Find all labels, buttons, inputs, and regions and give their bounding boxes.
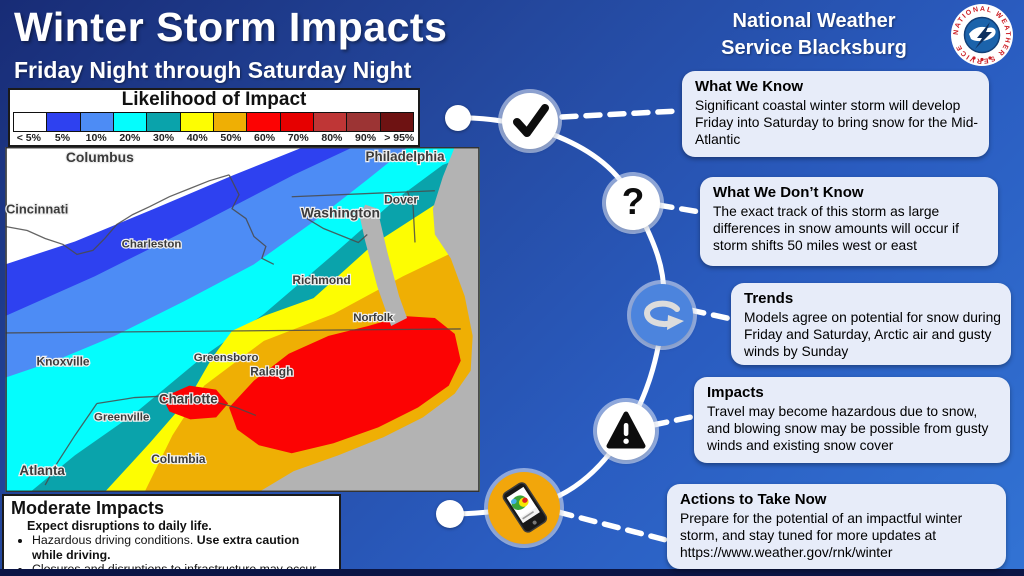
legend-label: 20% bbox=[119, 131, 141, 144]
legend-swatch bbox=[46, 111, 81, 132]
legend-label: 30% bbox=[153, 131, 175, 144]
chesapeake-bay bbox=[359, 204, 408, 326]
state-borders bbox=[5, 174, 461, 486]
impact-legend: Likelihood of Impact < 5% 5% 10% 20% 30%… bbox=[8, 88, 420, 147]
bottom-bar bbox=[0, 569, 1024, 576]
org-line2: Service Blacksburg bbox=[721, 37, 907, 59]
timeline-start-dot bbox=[445, 105, 471, 131]
city-label-knoxville: Knoxville bbox=[37, 355, 90, 369]
info-box-body: Prepare for the potential of an impactfu… bbox=[680, 510, 963, 560]
moderate-impacts-intro: Expect disruptions to daily life. bbox=[27, 518, 212, 533]
city-label-charlotte: Charlotte bbox=[159, 392, 218, 407]
legend-swatch bbox=[279, 111, 314, 132]
org-line1: National Weather bbox=[732, 10, 896, 32]
legend-swatch bbox=[246, 111, 281, 132]
legend-swatch bbox=[13, 111, 48, 132]
info-box-actions: Actions to Take Now Prepare for the pote… bbox=[667, 484, 1006, 569]
city-label-richmond: Richmond bbox=[292, 273, 350, 287]
city-label-columbus: Columbus bbox=[66, 149, 134, 165]
info-box-title: Actions to Take Now bbox=[680, 491, 827, 508]
city-label-greensboro: Greensboro bbox=[194, 352, 259, 364]
legend-label: 40% bbox=[186, 131, 208, 144]
legend-swatch bbox=[312, 111, 348, 132]
nws-logo-icon: NATIONAL WEATHER SERVICE bbox=[950, 3, 1014, 67]
timeline-end-dot bbox=[436, 500, 464, 528]
legend-title: Likelihood of Impact bbox=[121, 89, 307, 110]
legend-swatch bbox=[379, 111, 414, 132]
info-box-body: Travel may become hazardous due to snow,… bbox=[707, 403, 989, 453]
legend-label: > 95% bbox=[384, 131, 415, 144]
info-box-title: Trends bbox=[744, 290, 794, 307]
warning-icon bbox=[597, 402, 655, 460]
info-box-body: Models agree on potential for snow durin… bbox=[744, 309, 1001, 359]
legend-label: 70% bbox=[287, 131, 309, 144]
moderate-impacts-box: Moderate Impacts Expect disruptions to d… bbox=[2, 494, 341, 576]
city-label-norfolk: Norfolk bbox=[353, 312, 394, 324]
legend-label: < 5% bbox=[16, 131, 41, 144]
city-label-philadelphia: Philadelphia bbox=[366, 149, 446, 164]
bullet1-text: Hazardous driving conditions. bbox=[32, 533, 197, 548]
legend-label: 90% bbox=[355, 131, 377, 144]
city-label-atlanta: Atlanta bbox=[19, 463, 65, 478]
page-title: Winter Storm Impacts bbox=[14, 4, 448, 50]
city-labels: Columbus Cincinnati Charleston Washingto… bbox=[5, 148, 446, 480]
city-label-dover: Dover bbox=[384, 193, 418, 207]
page-subtitle: Friday Night through Saturday Night bbox=[14, 57, 412, 83]
info-box-trends: Trends Models agree on potential for sno… bbox=[731, 283, 1011, 365]
legend-label: 5% bbox=[54, 131, 71, 144]
legend-labels: < 5% 5% 10% 20% 30% 40% 50% 60% 70% 80% … bbox=[12, 132, 416, 146]
info-box-title: What We Don’t Know bbox=[713, 184, 864, 201]
trend-icon bbox=[631, 284, 693, 346]
bullet1-bold-text: Use extra caution while driving. bbox=[32, 533, 300, 562]
legend-label: 50% bbox=[220, 131, 242, 144]
city-label-washington: Washington bbox=[301, 205, 380, 221]
moderate-impacts-bullet-1: Hazardous driving conditions. Use extra … bbox=[32, 533, 333, 562]
org-name: National Weather Service Blacksburg bbox=[688, 8, 940, 62]
info-box-impacts: Impacts Travel may become hazardous due … bbox=[694, 377, 1010, 463]
question-glyph: ? bbox=[621, 180, 645, 222]
city-label-charleston: Charleston bbox=[122, 238, 182, 250]
city-label-raleigh: Raleigh bbox=[250, 365, 293, 379]
band-60pct bbox=[229, 316, 461, 454]
info-box-what-we-know: What We Know Significant coastal winter … bbox=[682, 71, 989, 157]
legend-swatch bbox=[212, 111, 248, 132]
info-box-title: Impacts bbox=[707, 384, 764, 401]
city-label-greenville: Greenville bbox=[94, 411, 149, 423]
legend-label: 10% bbox=[85, 131, 107, 144]
band-60pct-west bbox=[162, 385, 229, 420]
info-box-title: What We Know bbox=[695, 78, 804, 95]
legend-swatch bbox=[79, 111, 114, 132]
legend-swatch bbox=[146, 111, 181, 132]
legend-swatch bbox=[346, 111, 381, 132]
legend-label: 60% bbox=[254, 131, 276, 144]
legend-label: 80% bbox=[321, 131, 343, 144]
impact-probability-map: Columbus Cincinnati Charleston Washingto… bbox=[4, 147, 481, 492]
city-label-cincinnati: Cincinnati bbox=[6, 202, 68, 217]
moderate-impacts-title: Moderate Impacts bbox=[11, 498, 165, 518]
info-box-body: Significant coastal winter storm will de… bbox=[695, 97, 978, 147]
question-icon: ? bbox=[606, 176, 660, 230]
legend-color-bar bbox=[13, 111, 414, 132]
info-box-body: The exact track of this storm as large d… bbox=[713, 203, 959, 253]
legend-swatch bbox=[179, 111, 214, 132]
city-label-columbia: Columbia bbox=[151, 452, 206, 466]
check-icon bbox=[502, 93, 558, 149]
phone-icon bbox=[488, 472, 560, 544]
legend-swatch bbox=[112, 111, 148, 132]
info-box-what-we-dont-know: What We Don’t Know The exact track of th… bbox=[700, 177, 998, 266]
